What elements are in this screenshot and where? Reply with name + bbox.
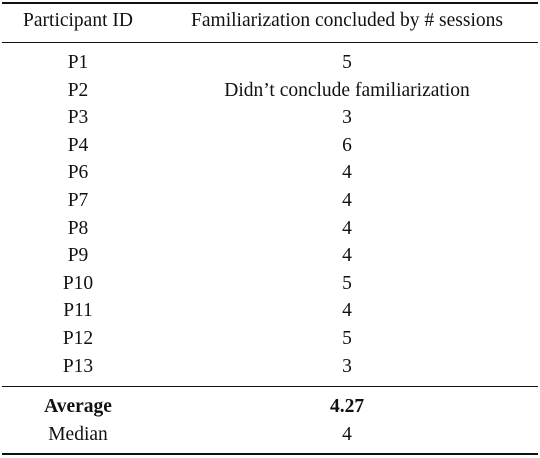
- header-rule: [2, 42, 538, 43]
- participant-id-cell: P3: [67, 107, 89, 128]
- participant-id-cell: P9: [67, 245, 89, 266]
- sessions-cell: 3: [342, 356, 352, 377]
- sessions-cell: 3: [342, 107, 352, 128]
- sessions-cell: 4: [342, 162, 352, 183]
- top-rule: [2, 2, 538, 4]
- sessions-cell: 4: [342, 218, 352, 239]
- sessions-cell: 5: [342, 52, 352, 73]
- header-participant-id: Participant ID: [23, 10, 133, 31]
- participant-id-cell: P6: [67, 162, 89, 183]
- participant-id-cell: P2: [67, 80, 89, 101]
- participant-id-cell: P7: [67, 190, 89, 211]
- sessions-cell: 6: [342, 135, 352, 156]
- sessions-cell: Didn’t conclude familiarization: [224, 80, 470, 101]
- participant-id-cell: P8: [67, 218, 89, 239]
- participant-id-cell: P13: [62, 356, 94, 377]
- sessions-cell: 4: [342, 190, 352, 211]
- sessions-cell: 4: [342, 245, 352, 266]
- participant-id-cell: P10: [62, 273, 94, 294]
- sessions-cell: 5: [342, 273, 352, 294]
- participant-id-cell: P1: [67, 52, 89, 73]
- participant-id-cell: P12: [62, 328, 94, 349]
- median-label: Median: [48, 424, 108, 445]
- participant-id-cell: P11: [63, 300, 93, 321]
- bottom-rule: [2, 453, 538, 455]
- participant-id-cell: P4: [67, 135, 89, 156]
- header-familiarization-sessions: Familiarization concluded by # sessions: [191, 10, 503, 31]
- median-value: 4: [342, 424, 352, 445]
- sessions-cell: 5: [342, 328, 352, 349]
- average-label: Average: [44, 396, 112, 417]
- average-value: 4.27: [329, 396, 365, 417]
- sessions-cell: 4: [342, 300, 352, 321]
- summary-rule: [2, 386, 538, 387]
